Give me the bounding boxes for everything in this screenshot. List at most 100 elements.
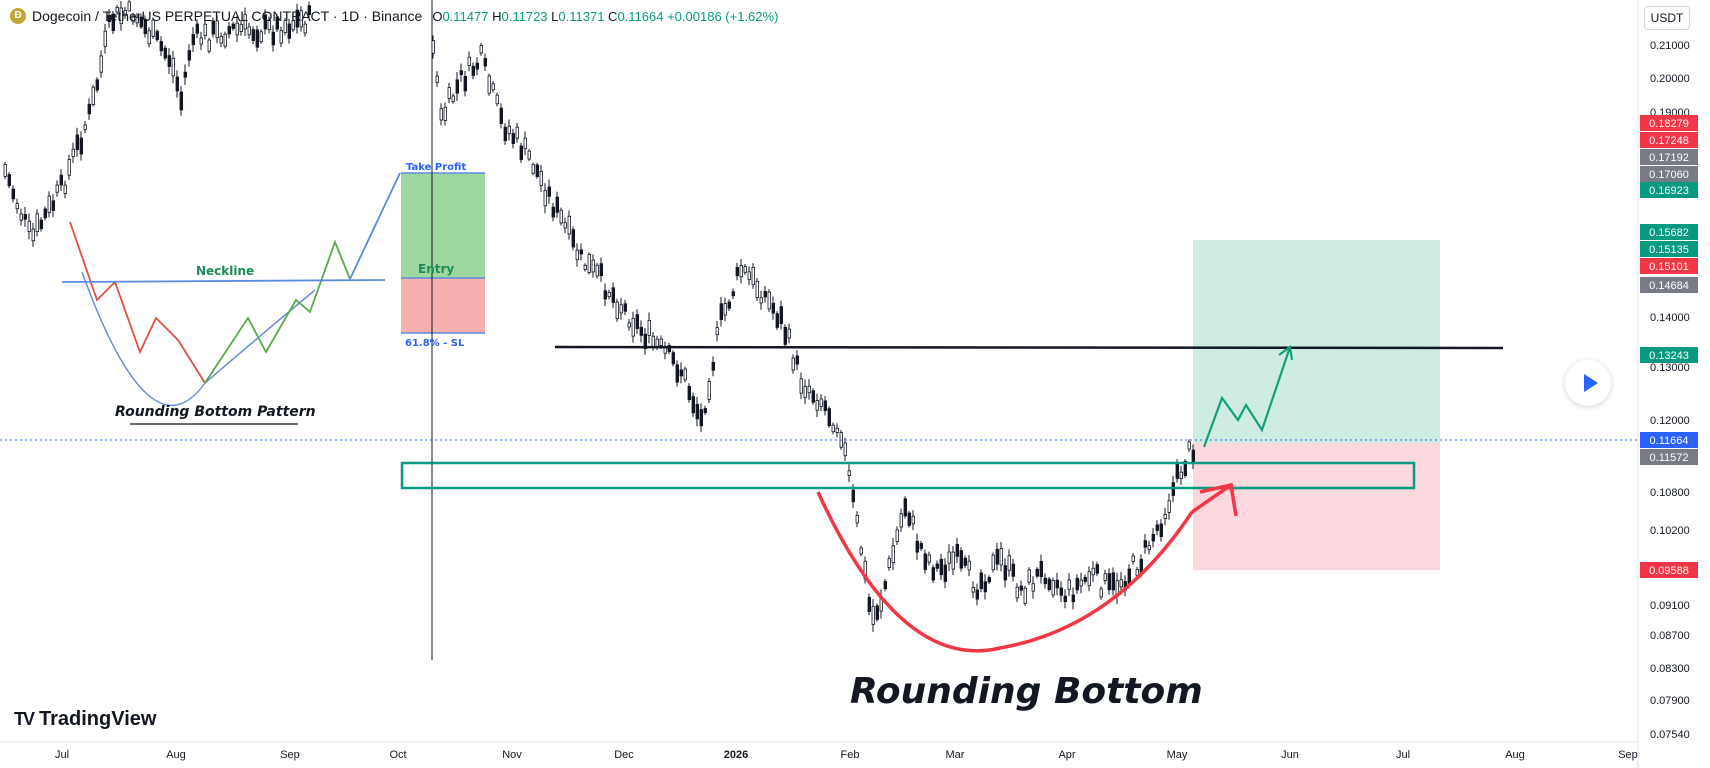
candle-body xyxy=(1003,565,1007,581)
candle-body xyxy=(303,23,307,34)
candle-body xyxy=(571,229,575,248)
y-tick-label: 0.13000 xyxy=(1650,362,1690,374)
candle-body xyxy=(111,14,115,32)
rounding-bottom-label: Rounding Bottom xyxy=(850,671,1203,712)
y-tick-label: 0.14000 xyxy=(1650,312,1690,324)
candle-body xyxy=(487,75,491,94)
price-badge-label: 0.11572 xyxy=(1650,452,1689,464)
candle-body xyxy=(671,352,675,365)
candle-body xyxy=(15,203,19,210)
x-tick-label: Feb xyxy=(841,749,860,761)
price-badge xyxy=(1640,149,1698,165)
candle-body xyxy=(567,215,571,235)
price-badge xyxy=(1640,347,1698,363)
candle-body xyxy=(1019,585,1023,591)
y-tick-label: 0.07900 xyxy=(1650,695,1690,707)
candle-body xyxy=(67,159,71,176)
candle-body xyxy=(507,125,511,135)
candle-body xyxy=(811,390,815,403)
price-badge-label: 0.11664 xyxy=(1650,435,1689,447)
candle-body xyxy=(959,550,963,569)
candle-body xyxy=(731,291,735,297)
candle-body xyxy=(291,20,295,31)
candle-body xyxy=(1131,555,1135,562)
candle-body xyxy=(867,596,871,612)
candle-body xyxy=(947,551,951,564)
candle-body xyxy=(535,164,539,177)
candle-body xyxy=(1011,563,1015,577)
candle-body xyxy=(635,314,639,329)
candle-body xyxy=(663,347,667,354)
candle-body xyxy=(623,303,627,312)
candle-body xyxy=(675,364,679,383)
dogecoin-icon: Ð xyxy=(10,8,26,24)
candle-body xyxy=(79,137,83,155)
candle-body xyxy=(1083,576,1087,582)
price-badge-label: 0.09588 xyxy=(1649,565,1689,577)
candle-body xyxy=(715,327,719,336)
candle-body xyxy=(1095,564,1099,574)
candle-body xyxy=(855,515,859,524)
candle-body xyxy=(439,108,443,121)
candle-body xyxy=(75,134,79,151)
candle-body xyxy=(695,403,699,420)
symbol-title[interactable]: Dogecoin / TetherUS PERPETUAL CONTRACT ·… xyxy=(32,8,423,24)
candle-body xyxy=(579,249,583,255)
candle-body xyxy=(1067,579,1071,590)
currency-selector[interactable]: USDT xyxy=(1644,6,1690,30)
candle-body xyxy=(615,301,619,319)
candle-body xyxy=(155,31,159,41)
x-tick-label: Sep xyxy=(1618,749,1638,761)
candle-body xyxy=(211,20,215,35)
candle-body xyxy=(699,409,703,427)
play-button[interactable] xyxy=(1565,360,1611,406)
candle-body xyxy=(1127,568,1131,585)
candle-body xyxy=(1055,579,1059,589)
candle-body xyxy=(1143,540,1147,548)
candle-body xyxy=(775,313,779,328)
resistance-line[interactable] xyxy=(554,345,1504,350)
price-badge xyxy=(1640,258,1698,274)
candle-body xyxy=(655,338,659,348)
candle-body xyxy=(799,378,803,394)
candle-body xyxy=(843,442,847,457)
breakout-zone[interactable] xyxy=(400,461,1416,490)
candle-body xyxy=(47,195,51,213)
candle-body xyxy=(239,23,243,32)
price-axis[interactable]: 0.210000.200000.190000.140000.130000.120… xyxy=(1650,40,1690,741)
candle-body xyxy=(919,543,923,549)
candle-body xyxy=(955,543,959,557)
candle-body xyxy=(151,19,155,37)
candle-body xyxy=(275,16,279,30)
candle-body xyxy=(243,14,247,30)
candle-body xyxy=(503,126,507,142)
candle-body xyxy=(299,10,303,28)
candle-body xyxy=(703,408,707,413)
candle-body xyxy=(131,15,135,23)
candle-body xyxy=(87,103,91,115)
candle-body xyxy=(723,303,727,316)
candle-body xyxy=(1111,572,1115,591)
candle-body xyxy=(159,41,163,52)
candle-body xyxy=(755,280,759,298)
inset-breakout xyxy=(349,172,401,280)
x-tick-label: Sep xyxy=(280,749,300,761)
candle-body xyxy=(935,563,939,569)
candle-body xyxy=(735,267,739,277)
candle-body xyxy=(1187,441,1191,450)
candle-body xyxy=(1087,571,1091,587)
candle-body xyxy=(847,470,851,476)
candle-body xyxy=(791,357,795,371)
time-axis[interactable]: Jul Aug Sep Oct Nov Dec 2026 Feb Mar Apr May Jun Jul… xyxy=(55,749,1638,761)
candle-body xyxy=(251,29,255,41)
candle-body xyxy=(463,76,467,92)
candle-body xyxy=(435,75,439,83)
candle-body xyxy=(1163,513,1167,519)
candle-body xyxy=(1107,573,1111,590)
inset-zigzag-down xyxy=(69,221,206,384)
candle-body xyxy=(263,14,267,30)
candle-body xyxy=(983,581,987,593)
candle-body xyxy=(539,171,543,186)
candle-body xyxy=(475,62,479,70)
